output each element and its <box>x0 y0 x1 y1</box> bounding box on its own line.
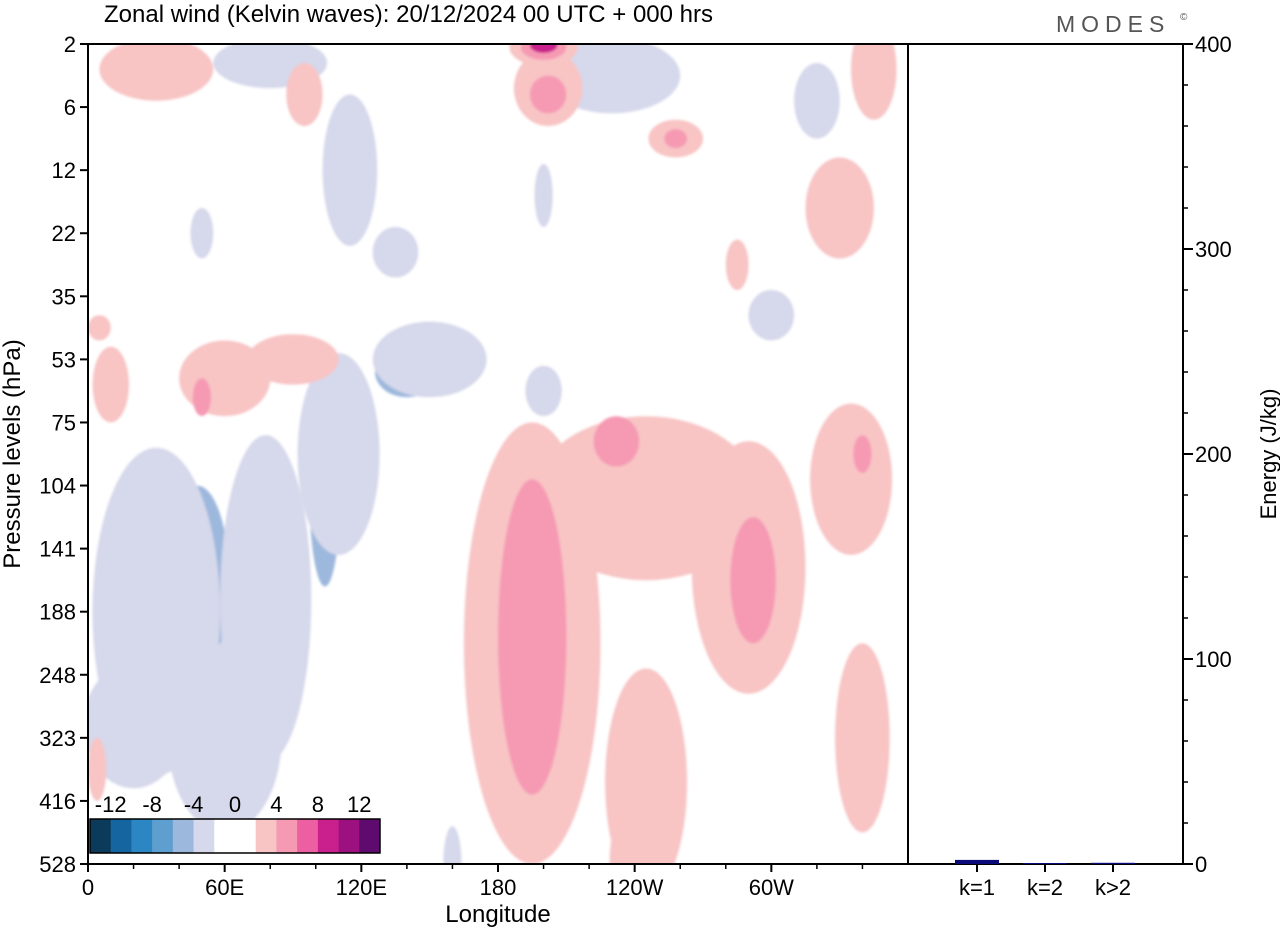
x-tick-label: 120W <box>606 875 664 900</box>
contour-blob <box>730 517 776 644</box>
contour-blob <box>794 63 840 139</box>
colorbar-label: 0 <box>229 792 241 817</box>
brand-logo: MODES <box>1056 11 1170 37</box>
y-tick-label: 2 <box>64 32 76 57</box>
colorbar-swatch <box>90 819 112 853</box>
brand-mark: © <box>1180 12 1188 23</box>
colorbar-label: -4 <box>184 792 204 817</box>
contour-blob <box>810 403 893 555</box>
energy-bar <box>1023 863 1067 864</box>
energy-bar-chart: 0 100 200 300 400 k=1 k=2 k>2 <box>955 32 1232 900</box>
contour-blob <box>853 435 872 473</box>
colorbar-legend: -12 -8 -4 0 4 8 12 <box>89 792 381 854</box>
contour-blob <box>167 643 282 833</box>
contour-blob <box>88 737 107 801</box>
x-axis-label: Longitude <box>445 901 550 928</box>
contour-blob <box>92 346 129 423</box>
colorbar-label: 4 <box>270 792 282 817</box>
contour-blob <box>372 321 487 398</box>
contour-blob <box>99 44 214 101</box>
colorbar-swatch <box>317 819 339 853</box>
contour-blob <box>88 315 111 341</box>
energy-tick-label: 300 <box>1195 237 1232 262</box>
energy-tick-label: 0 <box>1195 852 1207 877</box>
x-tick-label: 60W <box>749 875 794 900</box>
colorbar-label: -8 <box>142 792 162 817</box>
x-tick-label: 120E <box>336 875 387 900</box>
colorbar-swatch <box>359 819 381 853</box>
contour-blob <box>498 479 567 795</box>
contour-field <box>88 44 897 864</box>
category-label: k=1 <box>959 875 995 900</box>
colorbar-frame <box>89 818 381 854</box>
energy-axis-label: Energy (J/kg) <box>1256 389 1280 520</box>
contour-blob <box>190 208 214 259</box>
contour-blob <box>609 813 637 864</box>
y-tick-label: 53 <box>52 347 76 372</box>
contour-blob <box>725 239 749 290</box>
colorbar-swatch <box>276 819 298 853</box>
category-label: k>2 <box>1095 875 1131 900</box>
energy-tick-label: 400 <box>1195 32 1232 57</box>
colorbar-swatch <box>235 819 257 853</box>
colorbar-label: 8 <box>312 792 324 817</box>
contour-blob <box>443 826 462 864</box>
y-tick-label: 416 <box>39 789 76 814</box>
contour-blob <box>525 365 562 417</box>
colorbar-swatch <box>193 819 215 853</box>
contour-blob <box>88 662 184 789</box>
contour-blob <box>835 643 890 833</box>
x-tick-label: 180 <box>480 875 517 900</box>
page-title: Zonal wind (Kelvin waves): 20/12/2024 00… <box>104 1 713 28</box>
contour-blob <box>247 334 339 385</box>
y-tick-label: 141 <box>39 537 76 562</box>
bar-chart-frame <box>907 43 1184 865</box>
contour-blob <box>534 163 553 227</box>
contour-blob <box>372 227 419 278</box>
energy-bar <box>1091 862 1135 864</box>
y-tick-label: 248 <box>39 663 76 688</box>
colorbar-label: 12 <box>347 792 371 817</box>
contour-blob <box>529 44 558 53</box>
contour-blob <box>286 63 323 126</box>
colorbar-swatch <box>172 819 194 853</box>
y-tick-label: 528 <box>39 852 76 877</box>
contour-blob <box>851 44 897 120</box>
y-tick-label: 6 <box>64 95 76 120</box>
contour-blob <box>192 378 211 417</box>
colorbar-swatch <box>110 819 132 853</box>
y-tick-label: 188 <box>39 600 76 625</box>
contour-blob <box>322 94 378 246</box>
contour-blob <box>297 353 380 555</box>
colorbar-label: -12 <box>95 792 127 817</box>
y-tick-label: 75 <box>52 410 76 435</box>
colorbar-swatch <box>297 819 319 853</box>
y-tick-label: 323 <box>39 726 76 751</box>
contour-blob <box>664 129 688 149</box>
category-label: k=2 <box>1027 875 1063 900</box>
colorbar-swatch <box>131 819 153 853</box>
energy-tick-label: 100 <box>1195 647 1232 672</box>
y-tick-label: 22 <box>52 221 76 246</box>
y-tick-label: 35 <box>52 284 76 309</box>
contour-blob <box>805 157 874 259</box>
y-axis-label: Pressure levels (hPa) <box>0 339 26 568</box>
colorbar-swatch <box>255 819 277 853</box>
contour-blob <box>529 75 567 114</box>
energy-bar <box>955 859 999 864</box>
contour-blob <box>593 416 640 467</box>
x-tick-label: 60E <box>205 875 244 900</box>
y-tick-label: 12 <box>52 158 76 183</box>
contour-blob <box>748 290 795 341</box>
x-tick-label: 0 <box>82 875 94 900</box>
colorbar-swatch <box>214 819 236 853</box>
colorbar-swatch <box>338 819 360 853</box>
colorbar-swatch <box>152 819 174 853</box>
energy-tick-label: 200 <box>1195 442 1232 467</box>
y-tick-label: 104 <box>39 474 76 499</box>
